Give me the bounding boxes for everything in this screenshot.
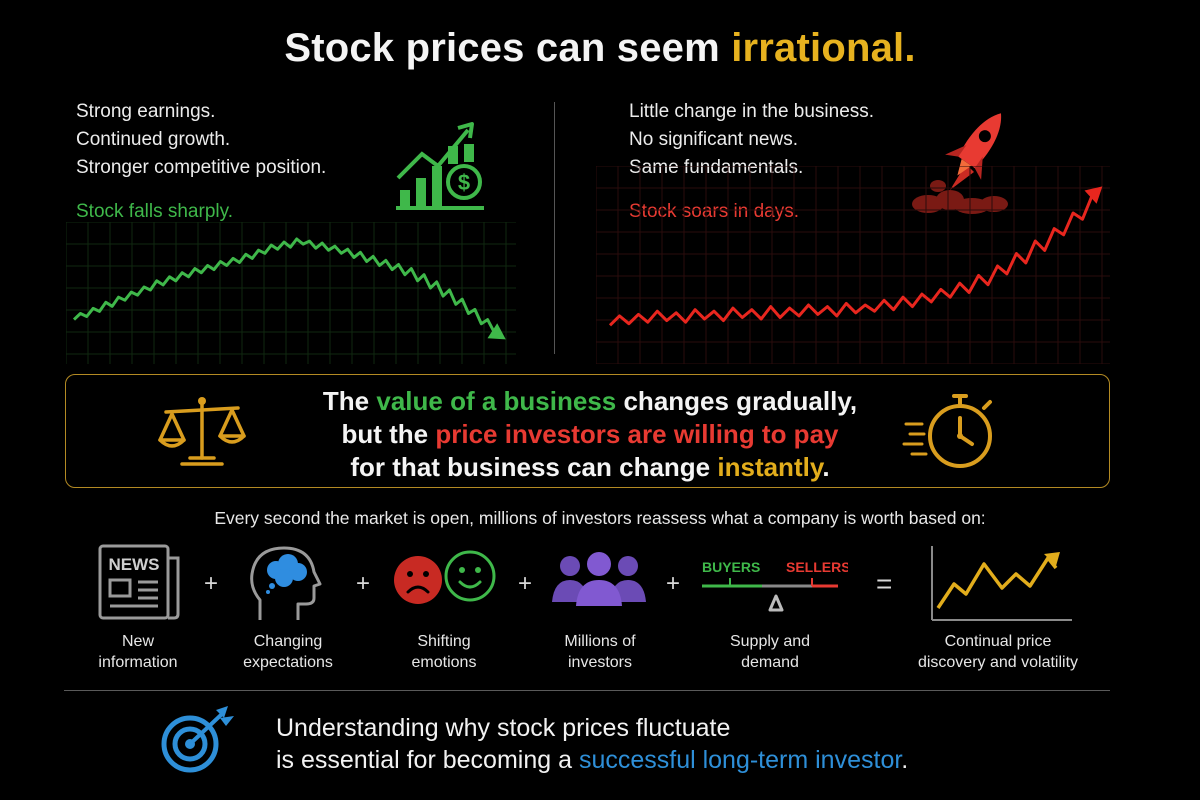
factor-label-line: investors — [567, 654, 633, 671]
title-text: Stock prices can seem — [284, 26, 732, 70]
rocket-icon — [906, 100, 1016, 218]
factor-label-line: Continual price — [944, 633, 1052, 650]
factor-label-price-discovery: Continual price discovery and volatility — [896, 631, 1100, 673]
plus-operator: + — [666, 570, 681, 597]
right-trend-line — [608, 195, 1094, 327]
plus-operator: + — [356, 570, 371, 597]
page-title: Stock prices can seem irrational. — [0, 26, 1200, 71]
footer-statement: Understanding why stock prices fluctuate… — [276, 712, 908, 776]
right-stock-chart — [596, 166, 1110, 364]
value-vs-price-box — [65, 374, 1110, 488]
equals-operator: = — [876, 568, 893, 599]
value-text-2a: but the — [341, 419, 436, 449]
left-trend-line — [72, 237, 496, 333]
footer-line-2: is essential for becoming a successful l… — [276, 744, 908, 776]
value-text-3c: . — [822, 452, 830, 482]
factors-intro: Every second the market is open, million… — [214, 508, 986, 528]
left-line-3: Stronger competitive position. — [76, 157, 327, 178]
value-text-3b: instantly — [717, 452, 823, 482]
factor-label-line: Millions of — [564, 633, 636, 650]
left-panel-text: Strong earnings. Continued growth. Stron… — [76, 98, 326, 182]
factor-label-line: expectations — [243, 654, 333, 671]
value-text-1b: value of a business — [376, 386, 617, 416]
left-verdict: Stock falls sharply. — [76, 201, 233, 222]
right-line-1: Little change in the business. — [629, 101, 875, 122]
factor-label-line: information — [98, 654, 178, 671]
value-statement: The value of a business changes graduall… — [260, 385, 920, 484]
buyers-label: BUYERS — [702, 559, 760, 575]
balance-scale-icon: BUYERS SELLERS — [700, 556, 848, 616]
plus-operator: + — [204, 570, 219, 597]
people-group-icon — [552, 552, 646, 608]
value-text-2b: price investors are willing to pay — [435, 419, 839, 449]
right-chart-grid — [596, 166, 1110, 364]
value-statement-line-2: but the price investors are willing to p… — [260, 418, 920, 451]
factor-label-line: emotions — [411, 654, 477, 671]
footer-text-2c: . — [901, 746, 909, 774]
newspaper-icon: NEWS — [98, 544, 182, 620]
value-text-3a: for that business can change — [350, 452, 718, 482]
right-line-3: Same fundamentals. — [629, 157, 804, 178]
footer-divider — [64, 690, 1110, 691]
footer-line-1: Understanding why stock prices fluctuate — [276, 714, 731, 742]
news-label: NEWS — [109, 555, 160, 574]
factor-label-millions-of-investors: Millions of investors — [532, 631, 668, 673]
price-line-chart-icon — [926, 544, 1074, 624]
right-line-2: No significant news. — [629, 129, 798, 150]
panel-divider — [554, 102, 555, 354]
factor-label-line: Shifting — [417, 633, 471, 650]
head-thought-icon — [246, 544, 326, 622]
factor-label-new-information: New information — [70, 631, 206, 673]
factor-label-line: demand — [741, 654, 799, 671]
target-arrow-icon — [158, 704, 238, 776]
factor-label-line: Supply and — [729, 633, 811, 650]
left-trend-arrowhead — [487, 323, 506, 340]
factor-label-changing-expectations: Changing expectations — [220, 631, 356, 673]
factor-label-line: discovery and volatility — [917, 654, 1079, 671]
value-statement-line-1: The value of a business changes graduall… — [260, 385, 920, 418]
growth-chart-dollar-icon: $ — [392, 108, 492, 212]
factor-label-supply-and-demand: Supply and demand — [702, 631, 838, 673]
emotion-faces-icon — [392, 548, 498, 610]
svg-text:$: $ — [458, 170, 470, 195]
factor-label-shifting-emotions: Shifting emotions — [376, 631, 512, 673]
left-line-1: Strong earnings. — [76, 101, 216, 122]
sellers-label: SELLERS — [786, 559, 848, 575]
left-stock-chart — [66, 222, 516, 364]
factor-label-line: Changing — [253, 633, 323, 650]
stopwatch-icon — [902, 388, 1002, 474]
scales-icon — [156, 394, 248, 470]
footer-text-2b: successful long-term investor — [578, 746, 902, 774]
right-trend-arrowhead — [1084, 186, 1103, 204]
factor-label-line: New — [121, 633, 154, 650]
value-statement-line-3: for that business can change instantly. — [260, 451, 920, 484]
value-text-1a: The — [322, 386, 377, 416]
value-text-1c: changes gradually, — [616, 386, 858, 416]
title-highlight: irrational. — [731, 26, 916, 70]
plus-operator: + — [518, 570, 533, 597]
footer-text-2a: is essential for becoming a — [276, 746, 579, 774]
right-panel-text: Little change in the business. No signif… — [629, 98, 874, 182]
left-line-2: Continued growth. — [76, 129, 231, 150]
right-verdict: Stock soars in days. — [629, 201, 800, 222]
